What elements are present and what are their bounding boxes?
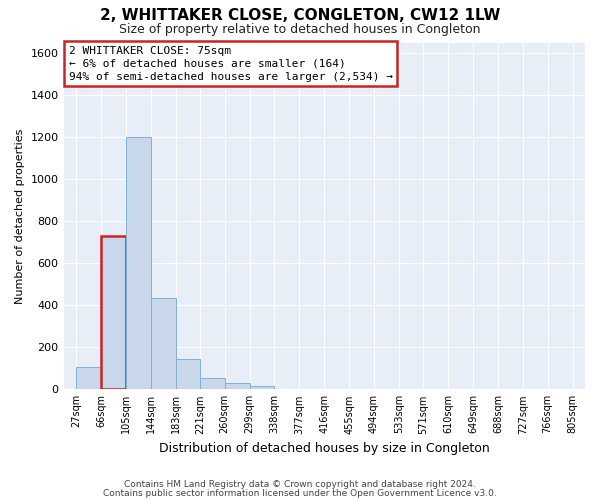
Bar: [151, 298, 176, 390]
Bar: [200, 378, 225, 390]
Text: 2 WHITTAKER CLOSE: 75sqm
← 6% of detached houses are smaller (164)
94% of semi-d: 2 WHITTAKER CLOSE: 75sqm ← 6% of detache…: [68, 46, 392, 82]
Y-axis label: Number of detached properties: Number of detached properties: [15, 128, 25, 304]
Bar: [76, 367, 101, 390]
Text: Contains public sector information licensed under the Open Government Licence v3: Contains public sector information licen…: [103, 488, 497, 498]
Bar: [101, 236, 126, 390]
Bar: [225, 383, 250, 390]
Text: Contains HM Land Registry data © Crown copyright and database right 2024.: Contains HM Land Registry data © Crown c…: [124, 480, 476, 489]
Text: 2, WHITTAKER CLOSE, CONGLETON, CW12 1LW: 2, WHITTAKER CLOSE, CONGLETON, CW12 1LW: [100, 8, 500, 22]
Text: Size of property relative to detached houses in Congleton: Size of property relative to detached ho…: [119, 22, 481, 36]
Bar: [250, 386, 274, 390]
Bar: [126, 137, 151, 390]
Bar: [176, 359, 200, 390]
X-axis label: Distribution of detached houses by size in Congleton: Distribution of detached houses by size …: [159, 442, 490, 455]
